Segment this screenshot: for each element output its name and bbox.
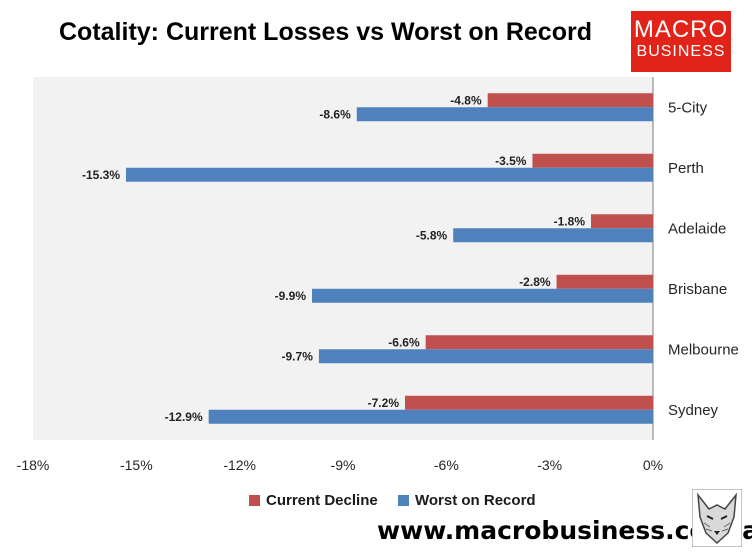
x-tick-label: -3%: [537, 457, 562, 473]
data-label: -3.5%: [495, 154, 527, 168]
logo-line-2: BUSINESS: [636, 43, 726, 60]
legend-swatch-worst-on-record: [398, 495, 409, 506]
data-label: -1.8%: [554, 214, 586, 228]
x-tick-label: -9%: [331, 457, 356, 473]
data-label: -9.7%: [282, 349, 314, 363]
wolf-icon: [692, 489, 742, 547]
data-label: -7.2%: [368, 396, 400, 410]
data-label: -6.6%: [388, 335, 420, 349]
category-label: Brisbane: [668, 281, 727, 298]
category-label: Perth: [668, 160, 704, 177]
bar-current-decline-3: [556, 274, 653, 289]
bar-worst-on-record-5: [208, 409, 653, 424]
category-label: 5-City: [668, 99, 708, 116]
bar-worst-on-record-0: [356, 107, 653, 122]
x-tick-label: 0%: [643, 457, 663, 473]
x-tick-label: -18%: [17, 457, 50, 473]
logo-line-1: MACRO: [633, 16, 729, 43]
legend-item-worst-on-record: Worst on Record: [398, 492, 536, 509]
bar-worst-on-record-2: [453, 228, 653, 243]
data-label: -15.3%: [82, 168, 120, 182]
bar-worst-on-record-1: [126, 167, 653, 182]
data-label: -9.9%: [275, 289, 307, 303]
website-url: www.macrobusiness.com.au: [377, 516, 752, 545]
x-tick-label: -6%: [434, 457, 459, 473]
data-label: -8.6%: [319, 107, 351, 121]
bar-current-decline-5: [405, 395, 653, 410]
chart-title: Cotality: Current Losses vs Worst on Rec…: [59, 18, 592, 46]
legend-label-current-decline: Current Decline: [266, 492, 378, 509]
category-label: Sydney: [668, 402, 719, 419]
legend-item-current-decline: Current Decline: [249, 492, 378, 509]
legend-label-worst-on-record: Worst on Record: [415, 492, 536, 509]
category-label: Adelaide: [668, 220, 726, 237]
plot-area: [33, 77, 653, 440]
bar-current-decline-2: [591, 214, 653, 229]
macro-business-logo: MACRO BUSINESS: [631, 11, 731, 72]
x-tick-label: -15%: [120, 457, 153, 473]
bar-current-decline-1: [532, 153, 653, 168]
bar-worst-on-record-4: [318, 349, 653, 364]
bar-worst-on-record-3: [312, 288, 653, 303]
category-label: Melbourne: [668, 341, 739, 358]
data-label: -2.8%: [519, 275, 551, 289]
data-label: -4.8%: [450, 93, 482, 107]
data-label: -5.8%: [416, 228, 448, 242]
x-tick-label: -12%: [223, 457, 256, 473]
data-label: -12.9%: [165, 410, 203, 424]
bar-current-decline-4: [425, 335, 653, 350]
legend-swatch-current-decline: [249, 495, 260, 506]
chart-legend: Current Decline Worst on Record: [0, 492, 752, 512]
bar-current-decline-0: [487, 93, 653, 108]
